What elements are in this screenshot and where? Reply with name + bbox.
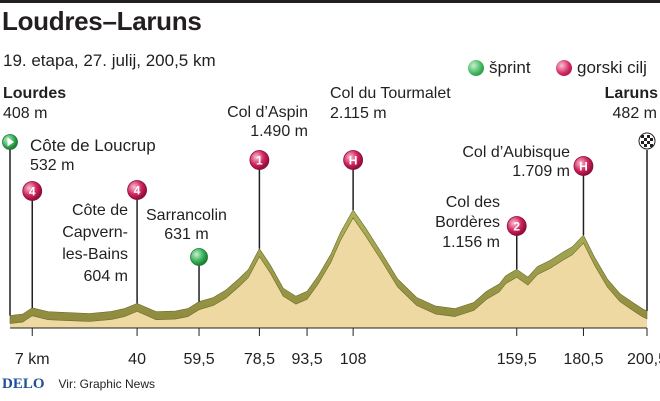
climb-category-label: 4 xyxy=(134,184,141,198)
climb-capvern-label: Côte de Capvern-les-Bains 604 m xyxy=(48,200,128,288)
x-tick-label: 200,5 xyxy=(627,351,660,368)
climb-aubisque-elevation: 1.709 m xyxy=(512,163,570,180)
start-name: Lourdes xyxy=(3,85,67,102)
x-tick-label: 7 km xyxy=(15,351,50,368)
climb-category-label: 1 xyxy=(256,154,263,168)
x-tick-label: 78,5 xyxy=(244,351,275,368)
climb-category-label: H xyxy=(349,154,358,168)
climb-borderes-elevation: 1.156 m xyxy=(442,234,500,251)
climb-category-badge xyxy=(506,216,527,236)
climb-loucrup-elevation: 532 m xyxy=(30,157,75,174)
sprint-dot-icon xyxy=(468,60,484,76)
profile-band xyxy=(9,209,648,324)
climb-borderes-name: Col des Bordères xyxy=(435,194,500,231)
x-tick-label: 40 xyxy=(128,351,146,368)
climb-category-badge xyxy=(573,156,594,176)
climb-capvern-name: Côte de Capvern-les-Bains xyxy=(62,202,128,263)
climb-tourmalet-label: Col du Tourmalet 2.115 m xyxy=(330,84,460,124)
x-tick-label: 93,5 xyxy=(291,351,322,368)
climb-tourmalet-name: Col du Tourmalet xyxy=(330,85,451,102)
x-tick-label: 59,5 xyxy=(183,351,214,368)
x-tick-label: 108 xyxy=(340,351,367,368)
climb-loucrup-name: Côte de Loucrup xyxy=(30,136,156,155)
finish-elevation: 482 m xyxy=(612,105,657,122)
climb-aspin-label: Col d’Aspin 1.490 m xyxy=(227,103,308,141)
climb-tourmalet-elevation: 2.115 m xyxy=(330,105,387,122)
sprint-marker-icon xyxy=(190,248,208,266)
sprint-sarrancolin-label: Sarrancolin 631 m xyxy=(146,206,227,244)
start-elevation: 408 m xyxy=(3,105,48,122)
finish-name: Laruns xyxy=(604,85,658,102)
stage-subtitle: 19. etapa, 27. julij, 200,5 km xyxy=(3,51,216,70)
page-title: Loudres–Laruns xyxy=(2,6,202,36)
footer: DELO Vir: Graphic News xyxy=(2,376,155,393)
legend-sprint-label: šprint xyxy=(489,58,531,77)
climb-category-label: H xyxy=(579,160,588,174)
play-icon xyxy=(7,137,14,147)
legend-climb: gorski cilj xyxy=(556,58,647,78)
climb-category-label: 4 xyxy=(29,185,36,199)
legend-sprint: šprint xyxy=(468,58,531,78)
source-credit: Vir: Graphic News xyxy=(58,377,155,391)
climb-category-label: 2 xyxy=(513,220,520,234)
sprint-sarrancolin-elevation: 631 m xyxy=(164,226,209,243)
climb-loucrup-label: Côte de Loucrup 532 m xyxy=(30,136,156,175)
climb-category-badge xyxy=(127,180,147,200)
climb-aubisque-label: Col d’Aubisque 1.709 m xyxy=(462,143,570,181)
x-tick-label: 159,5 xyxy=(497,351,537,368)
climb-borderes-label: Col des Bordères 1.156 m xyxy=(410,193,500,253)
climb-category-badge xyxy=(22,181,43,201)
climb-aspin-elevation: 1.490 m xyxy=(250,123,308,140)
climb-dot-icon xyxy=(556,60,572,76)
finish-flag-icon xyxy=(638,132,656,150)
sprint-sarrancolin-name: Sarrancolin xyxy=(146,207,227,224)
legend-climb-label: gorski cilj xyxy=(577,58,647,77)
brand-logo: DELO xyxy=(2,376,45,392)
climb-category-badge xyxy=(343,150,364,170)
top-rule xyxy=(0,0,660,3)
climb-aspin-name: Col d’Aspin xyxy=(227,104,308,121)
climb-capvern-elevation: 604 m xyxy=(83,268,128,285)
x-tick-label: 180,5 xyxy=(563,351,603,368)
climb-category-badge xyxy=(249,150,270,170)
climb-aubisque-name: Col d’Aubisque xyxy=(462,144,570,161)
